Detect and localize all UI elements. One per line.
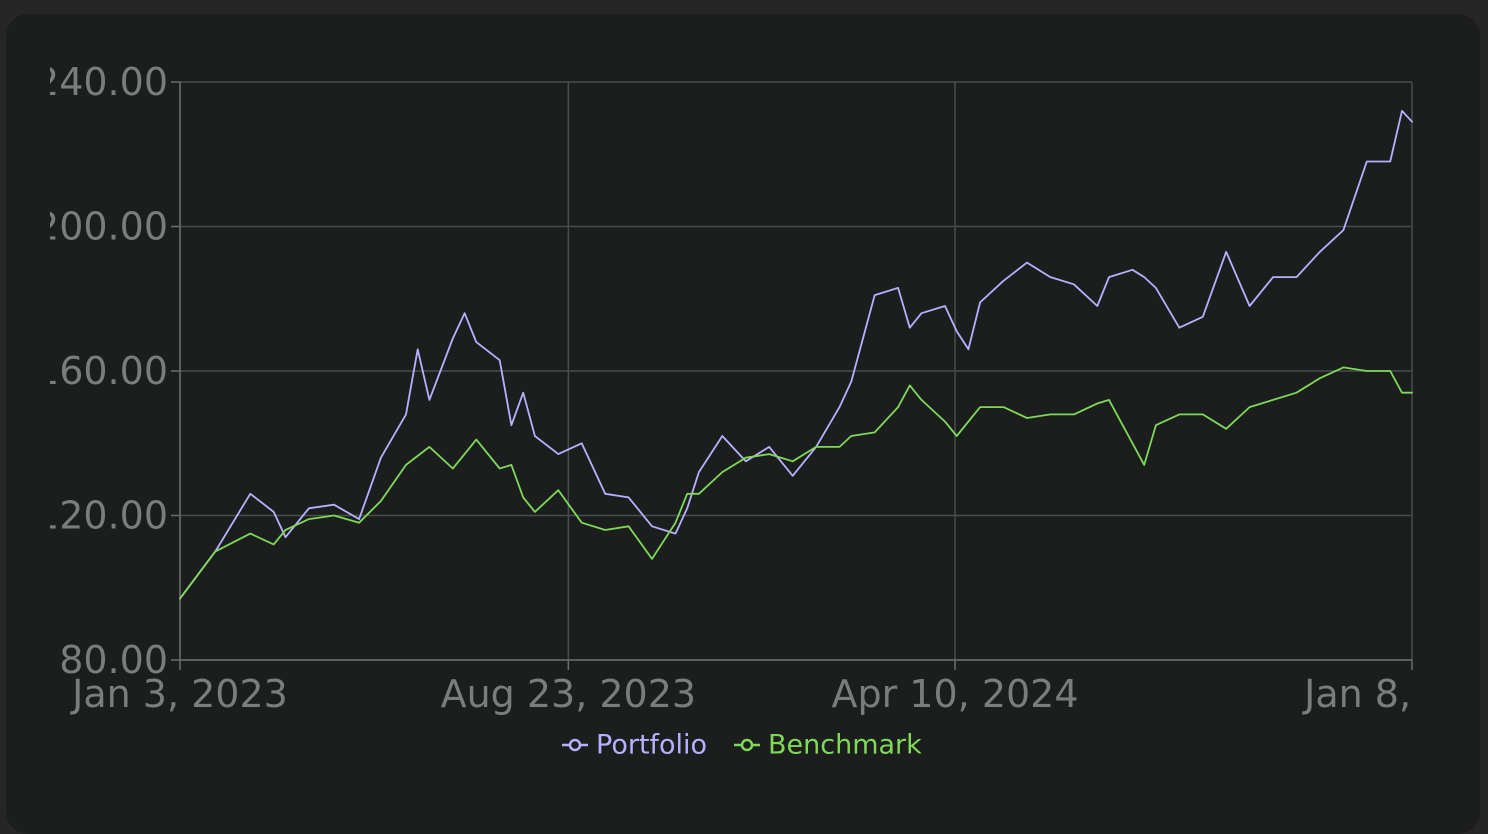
y-axis-ticks: 80.00 120.00 160.00 200.00 240.00: [35, 60, 168, 682]
grid: [179, 81, 1413, 661]
series-line-portfolio: [179, 110, 1413, 600]
legend-marker-icon: [740, 738, 754, 752]
y-tick-label: 200.00: [35, 205, 168, 249]
line-chart: 80.00 120.00 160.00 200.00 240.00 Jan 3, 202…: [35, 60, 1480, 761]
legend: Portfolio Benchmark: [562, 730, 922, 761]
x-axis-ticks: Jan 3, 2023 Aug 23, 2023 Apr 10, 2024 Jan 8…: [70, 672, 1480, 716]
legend-item-portfolio[interactable]: Portfolio: [562, 730, 707, 761]
legend-item-benchmark[interactable]: Benchmark: [734, 730, 922, 761]
legend-label: Portfolio: [596, 730, 707, 761]
x-tick-label: Aug 23, 2023: [441, 672, 697, 716]
y-tick-label: 80.00: [59, 638, 168, 682]
series-line-benchmark: [179, 366, 1413, 600]
series: [179, 110, 1413, 600]
chart-card: 80.00 120.00 160.00 200.00 240.00 Jan 3, 202…: [6, 14, 1480, 834]
x-tick-label: Jan 3, 2023: [70, 672, 288, 716]
legend-label: Benchmark: [768, 730, 922, 761]
y-tick-label: 120.00: [35, 494, 168, 538]
y-tick-label: 160.00: [35, 349, 168, 393]
x-tick-label: Jan 8, 2025: [1302, 672, 1480, 716]
x-tick-label: Apr 10, 2024: [831, 672, 1078, 716]
axes: [171, 81, 1413, 670]
legend-marker-icon: [568, 738, 582, 752]
y-tick-label: 240.00: [35, 60, 168, 104]
